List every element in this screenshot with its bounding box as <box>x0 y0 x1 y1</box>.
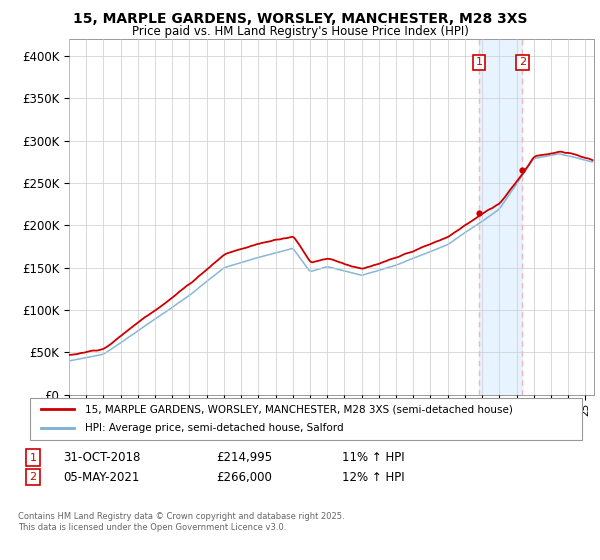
Text: HPI: Average price, semi-detached house, Salford: HPI: Average price, semi-detached house,… <box>85 423 344 433</box>
Text: 15, MARPLE GARDENS, WORSLEY, MANCHESTER, M28 3XS: 15, MARPLE GARDENS, WORSLEY, MANCHESTER,… <box>73 12 527 26</box>
Bar <box>479 39 523 395</box>
Text: Price paid vs. HM Land Registry's House Price Index (HPI): Price paid vs. HM Land Registry's House … <box>131 25 469 38</box>
FancyBboxPatch shape <box>30 398 582 440</box>
Text: 31-OCT-2018: 31-OCT-2018 <box>63 451 140 464</box>
Text: 1: 1 <box>476 57 482 67</box>
Text: 2: 2 <box>29 472 37 482</box>
Text: 11% ↑ HPI: 11% ↑ HPI <box>342 451 404 464</box>
Text: 15, MARPLE GARDENS, WORSLEY, MANCHESTER, M28 3XS (semi-detached house): 15, MARPLE GARDENS, WORSLEY, MANCHESTER,… <box>85 404 513 414</box>
Text: 2: 2 <box>519 57 526 67</box>
Text: 1: 1 <box>29 452 37 463</box>
Text: £214,995: £214,995 <box>216 451 272 464</box>
Text: Contains HM Land Registry data © Crown copyright and database right 2025.
This d: Contains HM Land Registry data © Crown c… <box>18 512 344 532</box>
Text: 05-MAY-2021: 05-MAY-2021 <box>63 470 139 484</box>
Text: 12% ↑ HPI: 12% ↑ HPI <box>342 470 404 484</box>
Text: £266,000: £266,000 <box>216 470 272 484</box>
